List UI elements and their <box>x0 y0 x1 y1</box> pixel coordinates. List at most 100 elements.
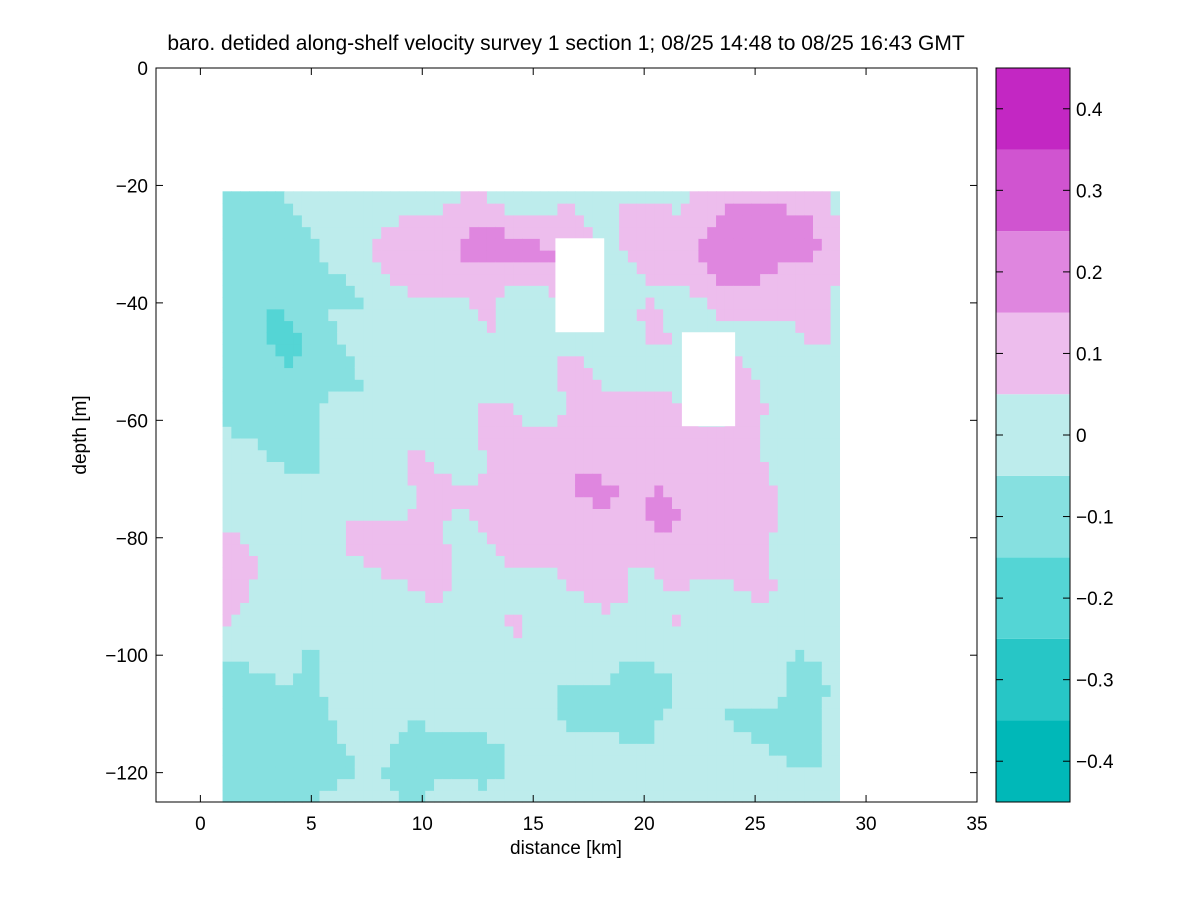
contour-cell <box>478 496 488 509</box>
contour-cell <box>486 449 497 463</box>
contour-cell <box>425 614 435 627</box>
contour-cell <box>689 766 700 780</box>
contour-cell <box>345 766 356 780</box>
contour-cell <box>451 297 462 310</box>
contour-cell <box>760 343 770 357</box>
contour-cell <box>425 473 435 486</box>
contour-cell <box>760 766 770 780</box>
contour-cell <box>222 731 232 744</box>
contour-cell <box>531 320 541 333</box>
contour-cell <box>310 261 321 275</box>
contour-cell <box>310 250 321 263</box>
contour-cell <box>760 555 770 568</box>
contour-cell <box>407 473 418 486</box>
contour-cell <box>610 320 620 333</box>
contour-cell <box>513 261 523 275</box>
contour-cell <box>257 261 268 275</box>
contour-cell <box>619 649 629 662</box>
contour-cell <box>627 625 638 639</box>
contour-cell <box>513 708 523 721</box>
contour-cell <box>777 684 788 697</box>
contour-cell <box>240 250 250 263</box>
contour-cell <box>337 520 347 533</box>
contour-cell <box>777 226 788 239</box>
contour-cell <box>724 578 735 592</box>
contour-cell <box>513 449 523 463</box>
contour-cell <box>795 203 805 216</box>
contour-cell <box>469 555 479 568</box>
contour-cell <box>390 343 400 357</box>
contour-cell <box>381 567 391 580</box>
contour-cell <box>345 543 356 556</box>
contour-cell <box>249 743 259 756</box>
contour-cell <box>486 355 497 369</box>
contour-cell <box>240 273 250 286</box>
contour-cell <box>495 297 506 310</box>
contour-cell <box>337 390 347 404</box>
contour-cell <box>231 531 241 545</box>
contour-cell <box>751 531 761 545</box>
contour-cell <box>390 191 400 204</box>
contour-cell <box>707 614 717 627</box>
no-data-region <box>681 332 736 427</box>
contour-cell <box>451 520 462 533</box>
contour-cell <box>319 696 329 709</box>
contour-cell <box>575 379 585 392</box>
contour-cell <box>249 543 259 556</box>
contour-cell <box>654 578 664 592</box>
contour-cell <box>372 484 382 498</box>
contour-cell <box>777 402 788 416</box>
contour-cell <box>812 414 823 427</box>
contour-cell <box>222 285 232 298</box>
contour-cell <box>663 191 673 204</box>
contour-cell <box>742 778 752 791</box>
contour-cell <box>337 731 347 744</box>
contour-cell <box>478 614 488 627</box>
contour-cell <box>372 766 382 780</box>
contour-cell <box>645 696 655 709</box>
contour-cell <box>293 343 303 357</box>
contour-cell <box>240 343 250 357</box>
contour-cell <box>354 602 365 615</box>
contour-cell <box>222 473 232 486</box>
contour-cell <box>398 343 409 357</box>
contour-cell <box>293 567 303 580</box>
contour-cell <box>354 414 365 427</box>
contour-cell <box>654 379 664 392</box>
contour-cell <box>416 508 426 521</box>
contour-cell <box>337 496 347 509</box>
contour-cell <box>478 567 488 580</box>
contour-cell <box>425 778 435 791</box>
contour-cell <box>486 508 497 521</box>
contour-cell <box>733 273 744 286</box>
contour-cell <box>398 672 409 686</box>
contour-cell <box>469 790 479 803</box>
contour-cell <box>724 273 735 286</box>
contour-cell <box>601 379 611 392</box>
contour-cell <box>460 755 470 768</box>
contour-cell <box>645 273 655 286</box>
contour-cell <box>495 250 506 263</box>
contour-cell <box>531 238 541 251</box>
contour-cell <box>469 437 479 451</box>
contour-cell <box>795 743 805 756</box>
contour-cell <box>222 778 232 791</box>
contour-cell <box>284 414 294 427</box>
contour-cell <box>319 520 329 533</box>
contour-cell <box>619 461 629 474</box>
contour-cell <box>812 343 823 357</box>
contour-cell <box>231 508 241 521</box>
contour-cell <box>768 731 779 744</box>
contour-cell <box>486 719 497 733</box>
contour-cell <box>583 414 594 427</box>
contour-cell <box>583 426 594 439</box>
contour-cell <box>513 437 523 451</box>
contour-cell <box>513 496 523 509</box>
contour-cell <box>284 637 294 650</box>
contour-cell <box>760 414 770 427</box>
contour-cell <box>363 449 373 463</box>
contour-cell <box>733 661 744 674</box>
contour-cell <box>240 567 250 580</box>
contour-cell <box>751 285 761 298</box>
contour-cell <box>724 426 735 439</box>
